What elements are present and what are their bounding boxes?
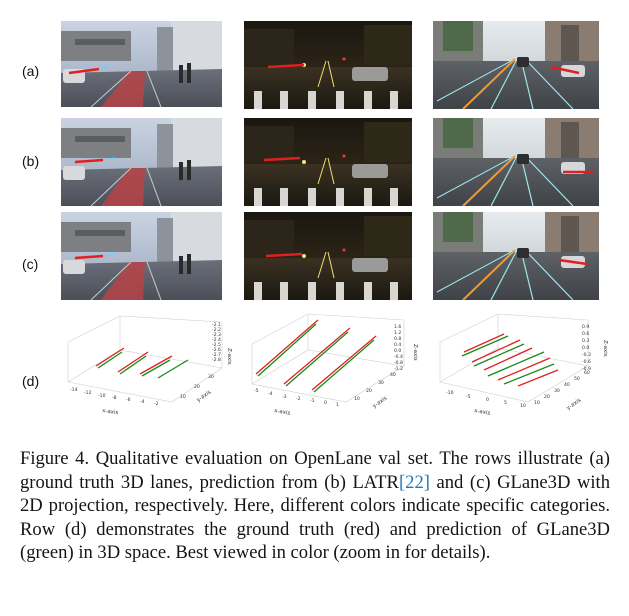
row-label-c: (c): [22, 256, 39, 272]
plot-3d-3-lanes: [461, 333, 559, 387]
plot-3d-2-ztick: 1.2: [394, 330, 401, 336]
plot-3d-3-ytick: 30: [554, 388, 560, 394]
caption-cite-open: [: [398, 471, 406, 493]
plot-3d-2-xtick: -1: [310, 398, 315, 404]
plot-3d-3-ytick: 20: [544, 394, 550, 400]
plot-3d-2-ytick: 10: [354, 396, 360, 402]
plot-3d-3-xlabel: x-axis: [474, 408, 491, 416]
plot-3d-1-ztick: -2.8: [212, 357, 221, 363]
plot-3d-1: -14 -12 -10 -8 -6 -4 -2 x-axis 10 20 30 …: [62, 312, 234, 416]
plot-3d-3-ytick: 60: [584, 370, 590, 376]
scene-c-night: [244, 212, 412, 300]
plot-3d-1-ztick: -2.4: [212, 337, 221, 343]
plot-3d-1-xtick: -2: [154, 401, 159, 407]
plot-3d-3-xtick: 0: [486, 397, 489, 403]
plot-3d-3-xtick: -5: [466, 394, 471, 400]
scene-b-day: [61, 118, 222, 206]
plot-3d-1-xtick: -4: [140, 399, 145, 405]
plot-3d-3-ztick: -0.9: [582, 366, 591, 372]
plot-3d-2-ytick: 40: [390, 372, 396, 378]
plot-3d-2-ztick: 1.6: [394, 324, 401, 330]
plot-3d-1-xtick: -12: [84, 390, 92, 396]
scene-b-night: [244, 118, 412, 206]
plot-3d-3-ztick: 0.3: [582, 338, 589, 344]
plot-3d-2-ztick: 0.0: [394, 348, 401, 354]
scene-b-city: [433, 118, 599, 206]
plot-3d-3-ytick: 50: [574, 376, 580, 382]
scene-a-night: [244, 21, 412, 109]
plot-3d-1-zlabel: Z-axis: [226, 348, 232, 365]
caption-citation-link[interactable]: 22: [405, 471, 424, 493]
scene-c-city: [433, 212, 599, 300]
plot-3d-1-ztick: -2.2: [212, 327, 221, 333]
plot-3d-3-ztick: -0.3: [582, 352, 591, 358]
plot-3d-3-box: [439, 313, 589, 403]
plot-3d-1-xtick: -6: [126, 397, 131, 403]
scene-a-city: [433, 21, 599, 109]
plot-3d-1-ytick: 30: [208, 374, 214, 380]
plot-3d-2-ytick: 30: [378, 380, 384, 386]
plot-3d-1-ytick: 20: [194, 384, 200, 390]
plot-3d-3-ztick: -0.6: [582, 359, 591, 365]
plot-3d-1-xlabel: x-axis: [102, 408, 119, 416]
plot-3d-2-xtick: 1: [336, 402, 339, 408]
plot-3d-1-ztick: -2.1: [212, 322, 221, 328]
plot-3d-3-ztick: 0.9: [582, 324, 589, 330]
plot-3d-3-xtick: 5: [504, 400, 507, 406]
plot-3d-2-xtick: -3: [282, 394, 287, 400]
plot-3d-3-zlabel: Z-axis: [602, 340, 608, 357]
plot-3d-2-ytick: 20: [366, 388, 372, 394]
figure-caption: Figure 4. Qualitative evaluation on Open…: [20, 447, 610, 565]
row-label-d: (d): [22, 373, 40, 389]
caption-cite-close: ]: [423, 471, 430, 493]
plot-3d-2-ztick: 0.8: [394, 336, 401, 342]
plot-3d-3-xtick: -10: [446, 390, 454, 396]
plot-3d-2-box: [251, 313, 405, 403]
plot-3d-1-ztick: -2.6: [212, 347, 221, 353]
row-label-a: (a): [22, 63, 40, 79]
plot-3d-3: -10 -5 0 5 10 x-axis 10 20 30 40 50 60 y…: [434, 310, 612, 416]
plot-3d-2-zlabel: Z-axis: [412, 344, 418, 361]
plot-3d-2-xtick: -5: [254, 388, 259, 394]
plot-3d-3-ytick: 10: [534, 400, 540, 406]
plot-3d-1-ztick: -2.5: [212, 342, 221, 348]
row-label-b: (b): [22, 153, 40, 169]
plot-3d-2-ztick: 0.4: [394, 342, 401, 348]
plot-3d-2-xlabel: x-axis: [274, 408, 291, 416]
plot-3d-2-xtick: -4: [268, 391, 273, 397]
plot-3d-1-ylabel: y-axis: [196, 389, 213, 403]
caption-text-1: Figure 4. Qualitative evaluation on Open…: [20, 448, 610, 493]
plot-3d-1-ytick: 10: [180, 394, 186, 400]
plot-3d-2: -5 -4 -3 -2 -1 0 1 x-axis 10 20 30 40 y-…: [246, 310, 420, 416]
plot-3d-1-xtick: -14: [70, 387, 78, 393]
plot-3d-2-lanes: [255, 319, 377, 393]
plot-3d-1-xtick: -10: [98, 393, 106, 399]
plot-3d-1-lanes: [95, 347, 189, 379]
scene-a-day: [61, 21, 222, 107]
plot-3d-2-ztick: -0.4: [394, 354, 403, 360]
plot-3d-3-ytick: 40: [564, 382, 570, 388]
plot-3d-3-xtick: 10: [520, 403, 526, 409]
plot-3d-1-box: [67, 315, 223, 403]
plot-3d-2-xtick: 0: [324, 400, 327, 406]
caption-text-2: and (c) GLane3D with 2D projection, resp…: [20, 471, 610, 564]
plot-3d-2-ztick: -1.2: [394, 366, 403, 372]
plot-3d-3-ylabel: y-axis: [566, 397, 583, 411]
plot-3d-1-ztick: -2.7: [212, 352, 221, 358]
plot-3d-1-ztick: -2.3: [212, 332, 221, 338]
plot-3d-2-ztick: -0.8: [394, 360, 403, 366]
plot-3d-2-ylabel: y-axis: [372, 395, 389, 409]
plot-3d-3-ztick: 0.6: [582, 331, 589, 337]
plot-3d-2-xtick: -2: [296, 396, 301, 402]
scene-c-day: [61, 212, 222, 300]
plot-3d-3-ztick: 0.0: [582, 345, 589, 351]
plot-3d-1-xtick: -8: [112, 395, 117, 401]
